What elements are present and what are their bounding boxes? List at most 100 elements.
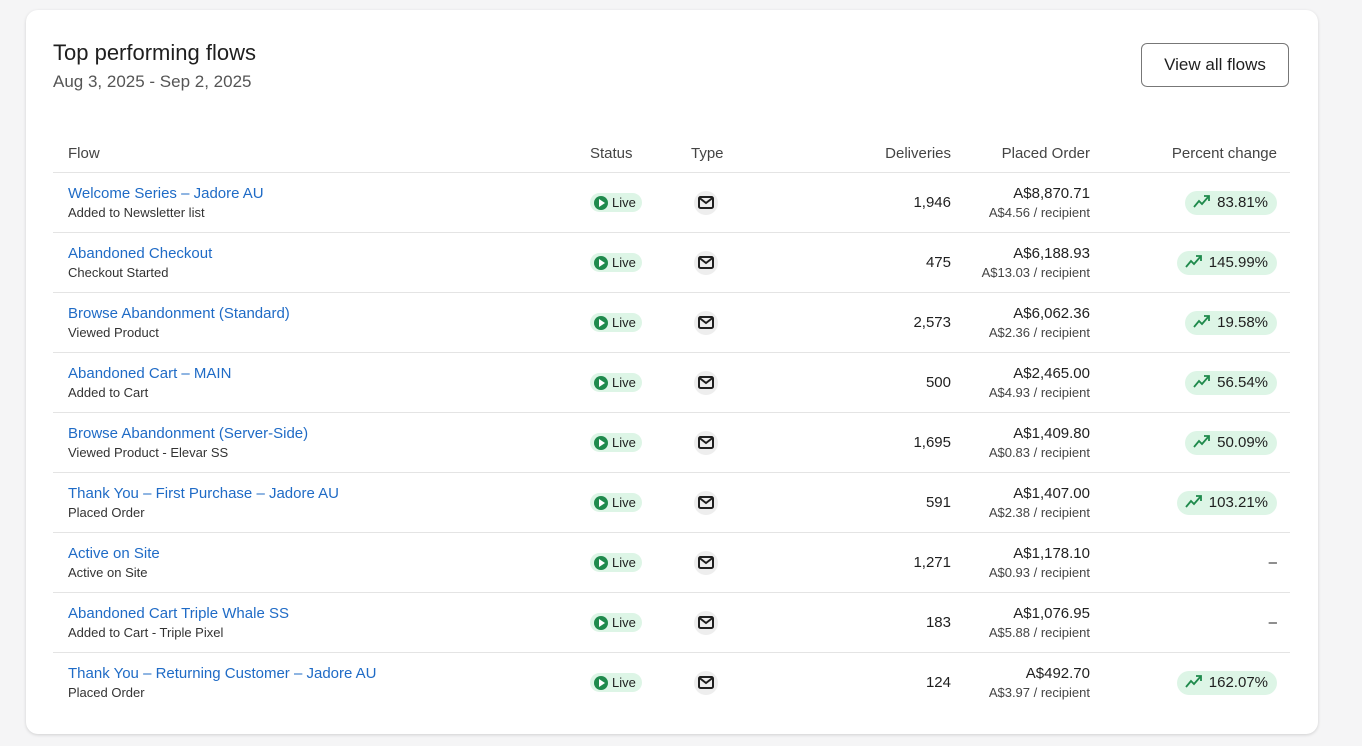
deliveries: 2,573 xyxy=(831,292,951,353)
table-row: Abandoned Cart Triple Whale SS Added to C… xyxy=(53,592,1290,653)
trend-up-icon xyxy=(1193,434,1211,452)
play-icon xyxy=(594,195,608,210)
trend-up-icon xyxy=(1193,194,1211,212)
col-status: Status xyxy=(590,135,691,173)
deliveries: 475 xyxy=(831,232,951,293)
percent-change-value: 50.09% xyxy=(1217,434,1268,451)
status-badge: Live xyxy=(590,253,642,272)
play-icon xyxy=(594,495,608,510)
table-row: Abandoned Cart – MAIN Added to Cart Live … xyxy=(53,352,1290,413)
email-icon xyxy=(694,490,718,515)
deliveries: 183 xyxy=(831,592,951,653)
col-deliveries: Deliveries xyxy=(831,135,951,173)
per-recipient-value: A$0.93 / recipient xyxy=(988,565,1090,580)
play-icon xyxy=(594,315,608,330)
status-badge: Live xyxy=(590,313,642,332)
per-recipient-value: A$2.38 / recipient xyxy=(988,505,1090,520)
email-icon xyxy=(694,550,718,575)
col-placed-order: Placed Order xyxy=(951,135,1090,173)
percent-change-badge: 162.07% xyxy=(1176,670,1277,695)
status-label: Live xyxy=(612,435,636,450)
per-recipient-value: A$2.36 / recipient xyxy=(988,325,1090,340)
placed-order-value: A$8,870.71 xyxy=(1013,185,1090,202)
flow-trigger: Added to Cart - Triple Pixel xyxy=(68,625,224,640)
per-recipient-value: A$0.83 / recipient xyxy=(988,445,1090,460)
table-row: Thank You – Returning Customer – Jadore … xyxy=(53,653,1290,713)
play-icon xyxy=(594,255,608,270)
status-label: Live xyxy=(612,615,636,630)
status-badge: Live xyxy=(590,553,642,572)
table-row: Active on Site Active on Site Live 1,271 … xyxy=(53,532,1290,593)
percent-change-value: 56.54% xyxy=(1217,374,1268,391)
percent-change-badge: 83.81% xyxy=(1185,190,1277,215)
email-icon xyxy=(694,610,718,635)
percent-change-value: 19.58% xyxy=(1217,314,1268,331)
flow-trigger: Viewed Product - Elevar SS xyxy=(68,445,229,460)
deliveries: 124 xyxy=(925,674,951,691)
placed-order-value: A$2,465.00 xyxy=(1013,365,1090,382)
percent-change-value: 145.99% xyxy=(1208,254,1268,271)
trend-up-icon xyxy=(1185,674,1203,692)
top-flows-card: Top performing flows Aug 3, 2025 - Sep 2… xyxy=(26,10,1318,734)
play-icon xyxy=(594,675,608,690)
flow-trigger: Placed Order xyxy=(68,685,145,700)
flow-trigger: Active on Site xyxy=(68,565,148,580)
deliveries: 500 xyxy=(831,352,951,413)
per-recipient-value: A$3.97 / recipient xyxy=(988,685,1090,700)
table-row: Browse Abandonment (Standard) Viewed Prod… xyxy=(53,292,1290,353)
table-row: Thank You – First Purchase – Jadore AU Pl… xyxy=(53,472,1290,533)
flow-name-link[interactable]: Thank You – Returning Customer – Jadore … xyxy=(68,665,377,682)
percent-change-value: 162.07% xyxy=(1208,674,1268,691)
status-badge: Live xyxy=(590,613,642,632)
trend-up-icon xyxy=(1185,254,1203,272)
status-label: Live xyxy=(612,675,636,690)
email-icon xyxy=(694,670,718,695)
status-badge: Live xyxy=(590,493,642,512)
placed-order-value: A$492.70 xyxy=(1025,665,1090,682)
status-label: Live xyxy=(612,195,636,210)
percent-change-empty: – xyxy=(1268,553,1277,571)
percent-change-value: 103.21% xyxy=(1208,494,1268,511)
per-recipient-value: A$5.88 / recipient xyxy=(988,625,1090,640)
deliveries: 1,946 xyxy=(831,172,951,233)
flow-trigger: Checkout Started xyxy=(68,265,169,280)
email-icon xyxy=(694,430,718,455)
flows-table: Flow Status Type Deliveries Placed Order… xyxy=(53,135,1290,712)
view-all-flows-button[interactable]: View all flows xyxy=(1141,43,1289,87)
email-icon xyxy=(694,370,718,395)
date-range: Aug 3, 2025 - Sep 2, 2025 xyxy=(53,72,252,91)
deliveries: 1,695 xyxy=(831,412,951,473)
trend-up-icon xyxy=(1193,314,1211,332)
table-row: Browse Abandonment (Server-Side) Viewed P… xyxy=(53,412,1290,473)
percent-change-badge: 103.21% xyxy=(1176,490,1277,515)
trend-up-icon xyxy=(1193,374,1211,392)
email-icon xyxy=(694,250,718,275)
flow-name-link[interactable]: Active on Site xyxy=(68,545,160,562)
status-badge: Live xyxy=(590,673,642,692)
col-flow: Flow xyxy=(53,135,590,173)
percent-change-badge: 19.58% xyxy=(1185,310,1277,335)
trend-up-icon xyxy=(1185,494,1203,512)
flow-name-link[interactable]: Abandoned Cart – MAIN xyxy=(68,365,232,382)
flow-name-link[interactable]: Welcome Series – Jadore AU xyxy=(68,185,264,202)
deliveries: 591 xyxy=(831,472,951,533)
status-label: Live xyxy=(612,255,636,270)
flow-name-link[interactable]: Thank You – First Purchase – Jadore AU xyxy=(68,485,339,502)
card-title: Top performing flows xyxy=(53,40,256,65)
col-type: Type xyxy=(691,135,831,173)
email-icon xyxy=(694,190,718,215)
percent-change-badge: 145.99% xyxy=(1176,250,1277,275)
table-row: Welcome Series – Jadore AU Added to Newsl… xyxy=(53,172,1290,233)
status-label: Live xyxy=(612,315,636,330)
flow-name-link[interactable]: Browse Abandonment (Server-Side) xyxy=(68,425,309,442)
flow-name-link[interactable]: Browse Abandonment (Standard) xyxy=(68,305,290,322)
placed-order-value: A$1,407.00 xyxy=(1013,485,1090,502)
play-icon xyxy=(594,375,608,390)
per-recipient-value: A$4.93 / recipient xyxy=(988,385,1090,400)
flow-name-link[interactable]: Abandoned Cart Triple Whale SS xyxy=(68,605,289,622)
placed-order-value: A$1,178.10 xyxy=(1013,545,1090,562)
percent-change-badge: 50.09% xyxy=(1185,430,1277,455)
flow-trigger: Added to Newsletter list xyxy=(68,205,205,220)
flow-name-link[interactable]: Abandoned Checkout xyxy=(68,245,213,262)
flow-trigger: Viewed Product xyxy=(68,325,159,340)
